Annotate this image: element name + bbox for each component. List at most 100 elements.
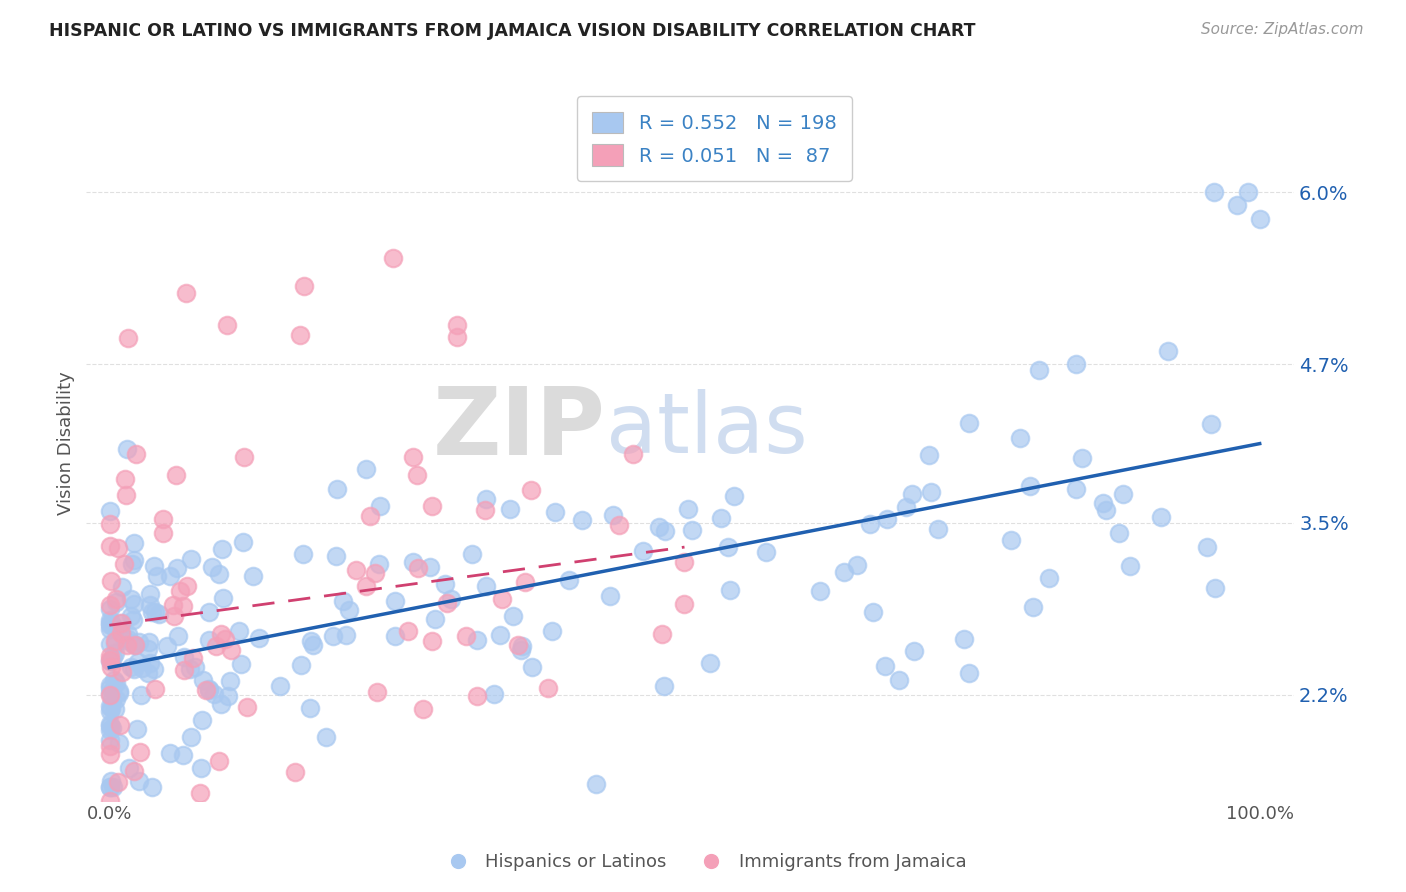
Point [174, 285, 197, 300]
Point [475, 579, 498, 593]
Point [678, 501, 700, 516]
Point [118, 761, 141, 775]
Point [100, 598, 122, 612]
Point [607, 518, 630, 533]
Point [465, 633, 488, 648]
Point [112, 557, 135, 571]
Point [194, 683, 217, 698]
Point [100, 574, 122, 588]
Point [180, 730, 202, 744]
Point [114, 632, 136, 647]
Point [1199, 417, 1222, 431]
Point [513, 575, 536, 590]
Point [208, 754, 231, 768]
Point [143, 681, 166, 696]
Point [356, 462, 378, 476]
Point [100, 681, 122, 695]
Point [412, 702, 434, 716]
Point [396, 624, 419, 638]
Point [699, 656, 721, 670]
Point [172, 748, 194, 763]
Point [405, 467, 427, 482]
Point [647, 520, 669, 534]
Point [846, 558, 869, 573]
Point [475, 492, 498, 507]
Point [100, 653, 122, 667]
Point [502, 608, 524, 623]
Point [571, 514, 593, 528]
Point [100, 716, 122, 731]
Point [1028, 363, 1050, 377]
Point [436, 596, 458, 610]
Point [875, 659, 897, 673]
Point [467, 689, 489, 703]
Point [621, 447, 644, 461]
Point [1112, 487, 1135, 501]
Point [159, 747, 181, 761]
Point [176, 579, 198, 593]
Point [440, 591, 463, 606]
Point [488, 628, 510, 642]
Point [100, 774, 122, 789]
Point [894, 500, 917, 514]
Point [368, 557, 391, 571]
Point [1150, 510, 1173, 524]
Point [165, 468, 187, 483]
Point [166, 561, 188, 575]
Point [100, 618, 122, 632]
Point [709, 511, 731, 525]
Point [918, 448, 941, 462]
Point [402, 450, 425, 464]
Point [269, 679, 291, 693]
Point [1071, 450, 1094, 465]
Point [354, 579, 377, 593]
Point [111, 665, 134, 680]
Point [229, 657, 252, 672]
Point [100, 688, 122, 702]
Point [197, 683, 219, 698]
Point [115, 442, 138, 456]
Point [121, 558, 143, 572]
Point [211, 591, 233, 605]
Point [522, 660, 544, 674]
Point [129, 745, 152, 759]
Point [104, 634, 127, 648]
Point [100, 539, 122, 553]
Point [482, 686, 505, 700]
Text: Source: ZipAtlas.com: Source: ZipAtlas.com [1201, 22, 1364, 37]
Point [100, 622, 122, 636]
Point [832, 566, 855, 580]
Point [209, 697, 232, 711]
Point [247, 631, 270, 645]
Point [100, 659, 122, 673]
Point [544, 505, 567, 519]
Point [100, 780, 122, 795]
Point [198, 681, 221, 696]
Point [461, 547, 484, 561]
Point [808, 583, 831, 598]
Point [322, 630, 344, 644]
Point [100, 649, 122, 664]
Point [103, 673, 125, 687]
Point [631, 544, 654, 558]
Point [337, 603, 360, 617]
Point [172, 599, 194, 614]
Point [100, 733, 122, 747]
Point [332, 594, 354, 608]
Point [202, 688, 225, 702]
Point [423, 612, 446, 626]
Point [446, 318, 468, 332]
Point [654, 524, 676, 538]
Point [142, 559, 165, 574]
Text: atlas: atlas [606, 389, 807, 470]
Point [1022, 600, 1045, 615]
Point [510, 640, 533, 654]
Point [111, 615, 134, 630]
Point [1010, 431, 1032, 445]
Point [364, 566, 387, 581]
Point [100, 615, 122, 630]
Point [1237, 185, 1260, 199]
Point [117, 632, 139, 647]
Point [162, 598, 184, 612]
Point [717, 540, 740, 554]
